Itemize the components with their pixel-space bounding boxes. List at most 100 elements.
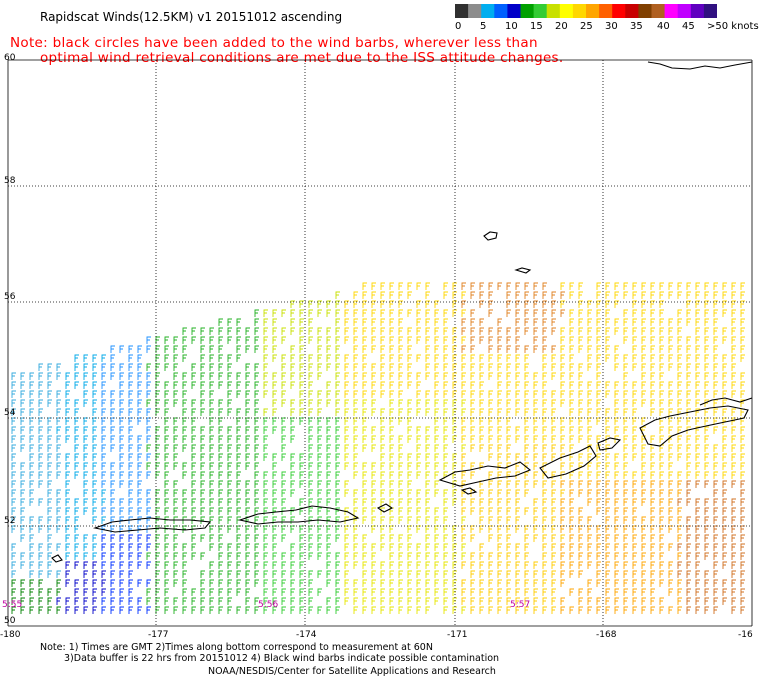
wind-barb xyxy=(335,606,340,614)
wind-barb xyxy=(101,390,106,398)
wind-barb xyxy=(209,426,214,434)
wind-barb xyxy=(155,534,160,542)
wind-barb xyxy=(731,426,736,434)
wind-barb xyxy=(740,552,745,560)
wind-barb xyxy=(623,372,628,380)
colorbar-label: 30 xyxy=(605,21,618,32)
wind-barb xyxy=(650,561,655,569)
wind-barb xyxy=(578,336,583,344)
wind-barb xyxy=(263,606,268,614)
wind-barb xyxy=(569,498,574,506)
wind-barb xyxy=(119,543,124,551)
wind-barb xyxy=(218,516,223,524)
wind-barb xyxy=(461,282,466,290)
wind-barb xyxy=(605,516,610,524)
wind-barb xyxy=(740,489,745,497)
wind-barb xyxy=(542,525,547,533)
wind-barb xyxy=(362,399,367,407)
wind-barb xyxy=(380,408,385,416)
wind-barb xyxy=(110,372,115,380)
wind-barb xyxy=(326,606,331,614)
wind-barb xyxy=(344,336,349,344)
wind-barb xyxy=(641,435,646,443)
wind-barb xyxy=(290,462,295,470)
wind-barb xyxy=(344,543,349,551)
wind-barb xyxy=(371,507,376,515)
wind-barb xyxy=(434,480,439,488)
wind-barb xyxy=(650,372,655,380)
wind-barb xyxy=(686,498,691,506)
wind-barb xyxy=(632,489,637,497)
wind-barb xyxy=(551,426,556,434)
wind-barb xyxy=(308,309,313,317)
wind-barb xyxy=(659,300,664,308)
wind-barb xyxy=(326,381,331,389)
wind-barb xyxy=(524,372,529,380)
colorbar-swatch xyxy=(586,4,600,18)
wind-barb xyxy=(461,552,466,560)
wind-barb xyxy=(92,426,97,434)
wind-barb xyxy=(74,534,79,542)
wind-barb xyxy=(362,354,367,362)
wind-barb xyxy=(425,579,430,587)
wind-barb xyxy=(56,408,61,416)
wind-barb xyxy=(236,327,241,335)
wind-barb xyxy=(542,597,547,605)
wind-barb xyxy=(281,354,286,362)
wind-barb xyxy=(434,561,439,569)
wind-barb xyxy=(155,462,160,470)
wind-barb xyxy=(146,444,151,452)
wind-barb xyxy=(443,606,448,614)
wind-barb xyxy=(155,552,160,560)
wind-barb xyxy=(614,570,619,578)
wind-barb xyxy=(650,606,655,614)
wind-barb xyxy=(425,552,430,560)
wind-barb xyxy=(128,417,133,425)
wind-barb xyxy=(137,561,142,569)
wind-barb xyxy=(515,570,520,578)
wind-barb xyxy=(416,579,421,587)
wind-barb xyxy=(47,507,52,515)
wind-barb xyxy=(398,390,403,398)
wind-barb xyxy=(380,453,385,461)
wind-barb xyxy=(713,291,718,299)
wind-barb xyxy=(533,327,538,335)
wind-barb xyxy=(434,327,439,335)
wind-barb xyxy=(119,453,124,461)
wind-barb xyxy=(263,435,268,443)
wind-barb xyxy=(650,291,655,299)
wind-barb xyxy=(47,606,52,614)
wind-barb xyxy=(506,444,511,452)
wind-barb xyxy=(407,282,412,290)
wind-barb xyxy=(542,336,547,344)
wind-barb xyxy=(38,363,43,371)
wind-barb xyxy=(560,480,565,488)
wind-barb xyxy=(119,579,124,587)
wind-barb xyxy=(479,543,484,551)
wind-barb xyxy=(119,570,124,578)
wind-barb xyxy=(29,435,34,443)
wind-barb xyxy=(479,300,484,308)
wind-barb xyxy=(371,570,376,578)
wind-barb xyxy=(434,444,439,452)
wind-barb xyxy=(497,336,502,344)
wind-barb xyxy=(137,408,142,416)
wind-barb xyxy=(443,570,448,578)
wind-barb xyxy=(731,516,736,524)
wind-barb xyxy=(38,399,43,407)
wind-barb xyxy=(398,543,403,551)
wind-barb xyxy=(506,363,511,371)
wind-barb xyxy=(479,588,484,596)
wind-barb xyxy=(281,597,286,605)
wind-barb xyxy=(596,291,601,299)
wind-barb xyxy=(236,444,241,452)
wind-barb xyxy=(407,336,412,344)
wind-barb xyxy=(524,489,529,497)
wind-barb xyxy=(416,327,421,335)
colorbar-swatch xyxy=(468,4,482,18)
wind-barb xyxy=(227,480,232,488)
wind-barb xyxy=(335,444,340,452)
wind-barb xyxy=(308,480,313,488)
wind-barb xyxy=(587,453,592,461)
wind-barb xyxy=(506,516,511,524)
